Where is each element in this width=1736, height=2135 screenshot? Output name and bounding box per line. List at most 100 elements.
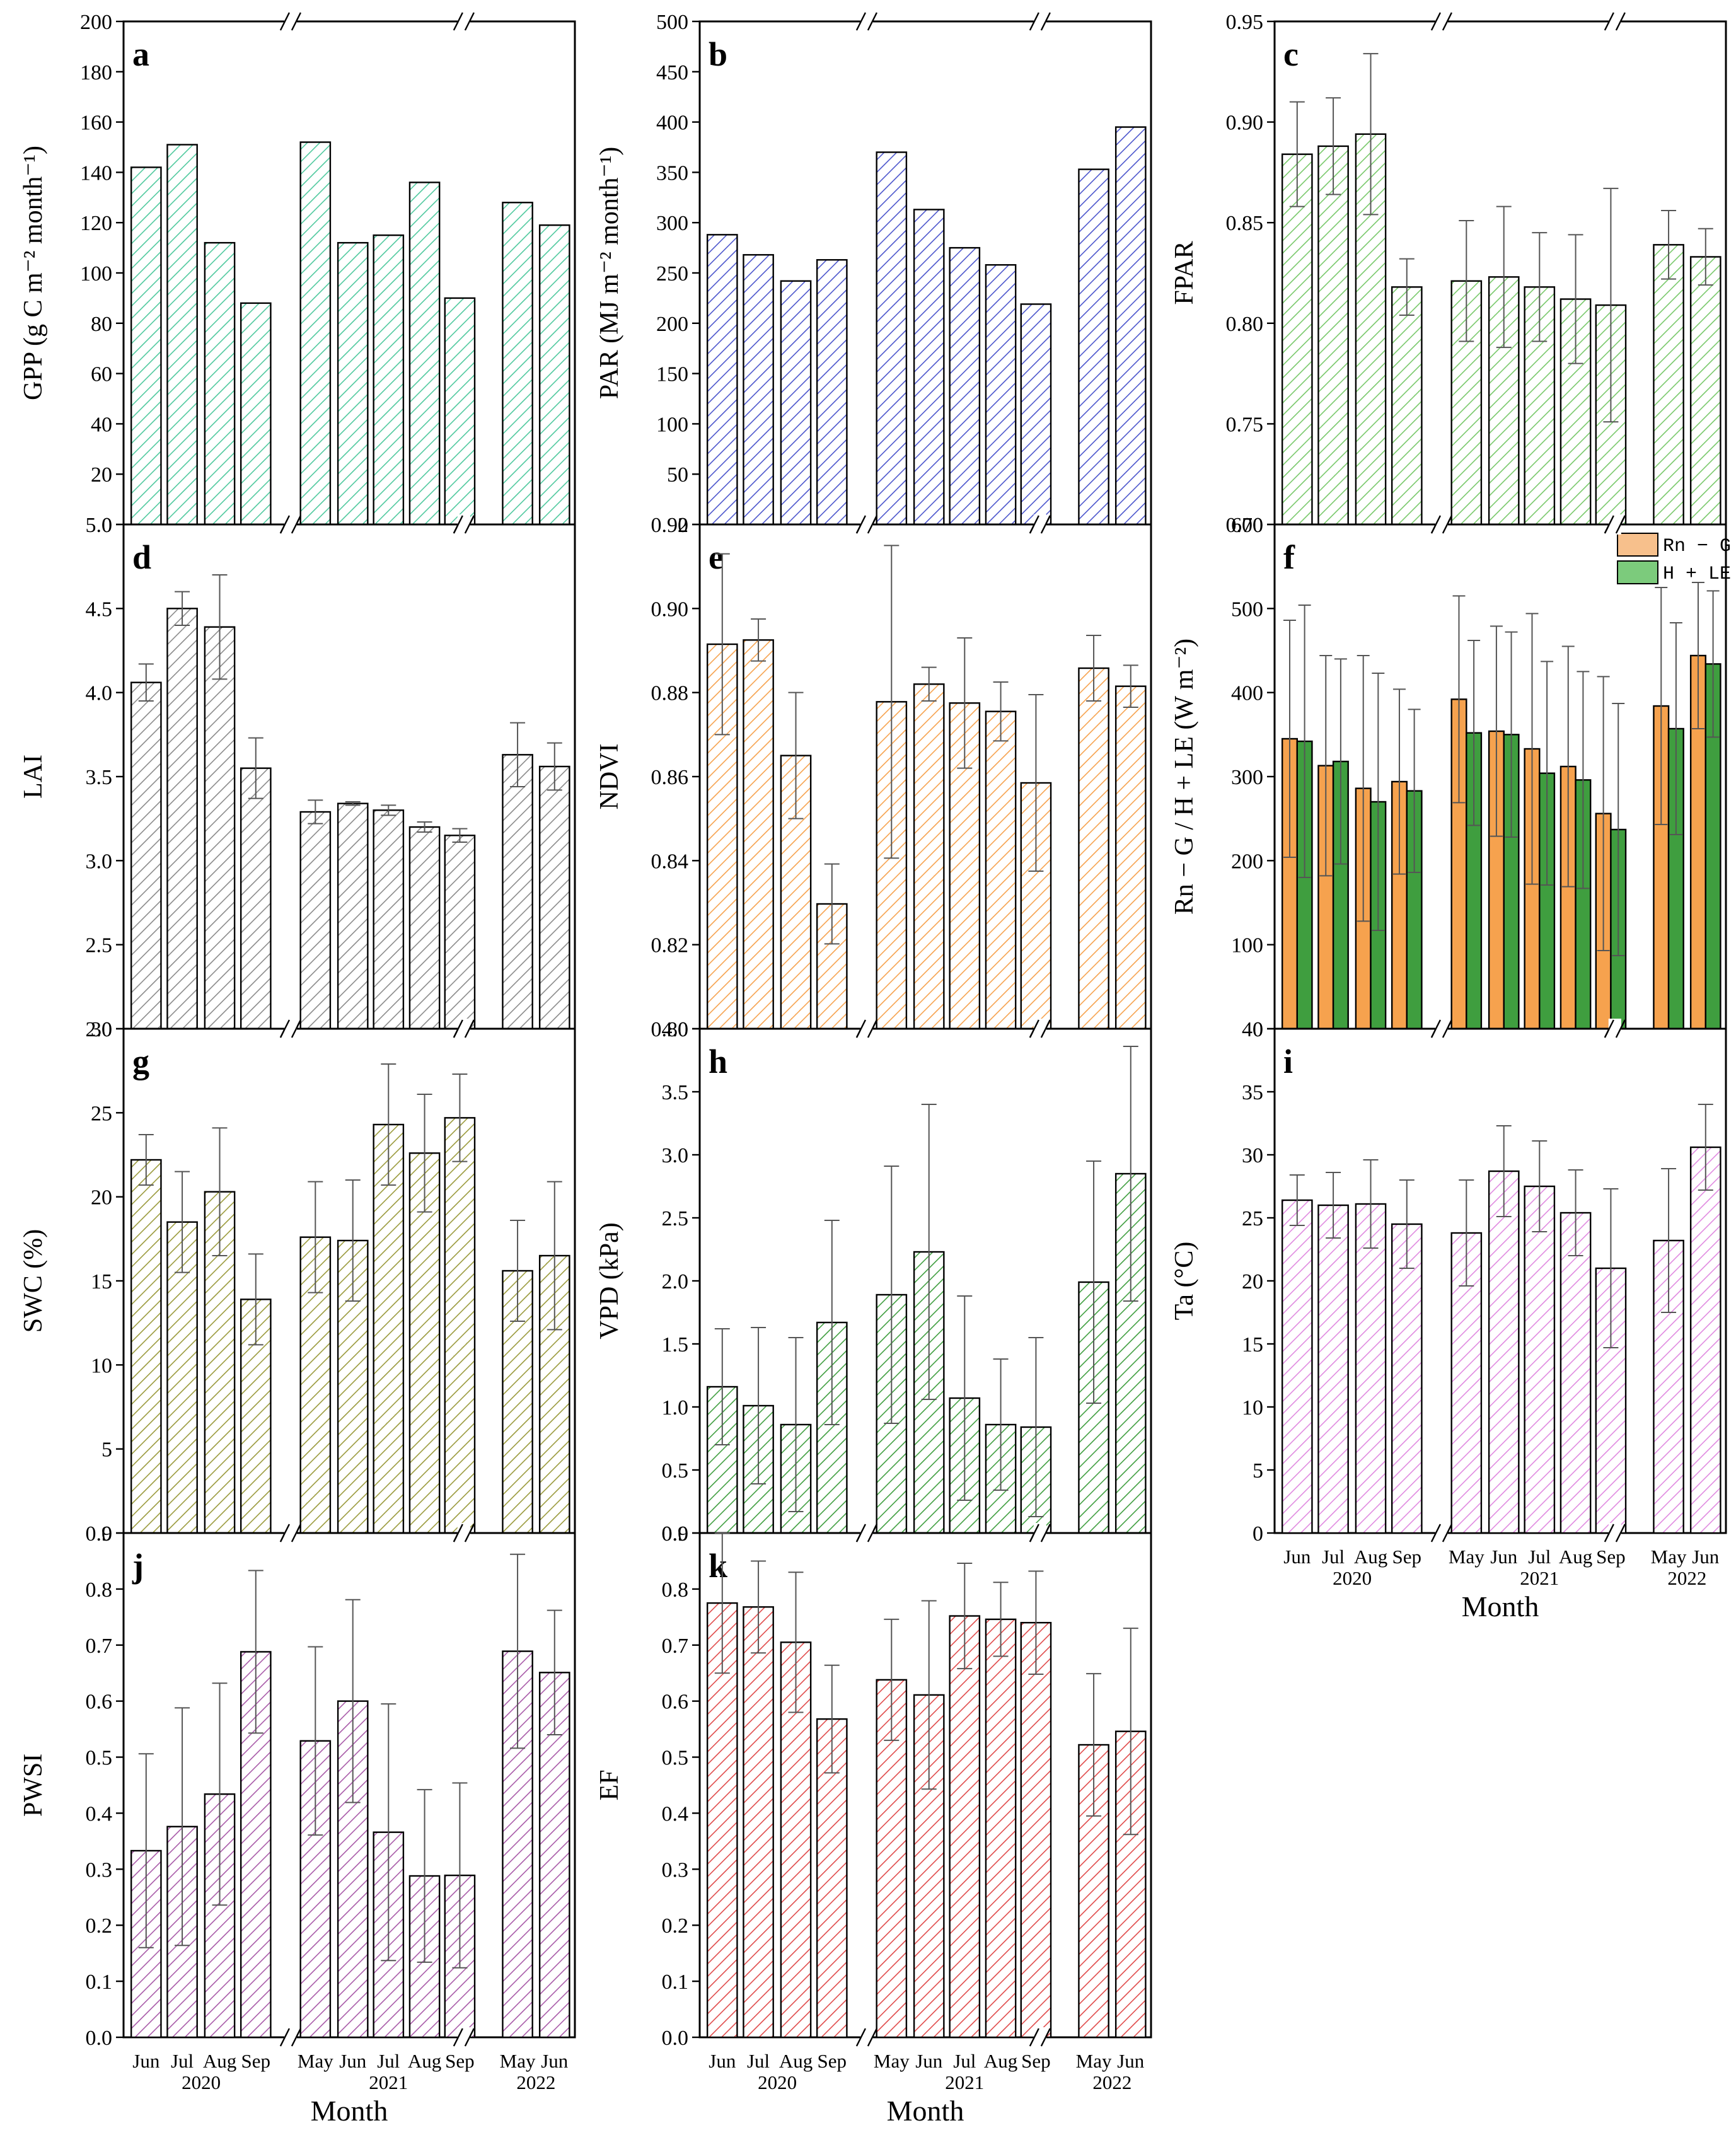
axis-break-mark: [867, 1019, 877, 1038]
panel-letter: f: [1283, 538, 1295, 576]
bar: [1450, 1232, 1483, 1534]
axis-break-mark: [1615, 515, 1626, 534]
axis-break-mark: [867, 2028, 877, 2047]
y-tick-label: 3.5: [86, 766, 113, 789]
year-label: 2021: [945, 2071, 984, 2093]
y-tick-label: 15: [1242, 1333, 1263, 1357]
axis-break-mark: [867, 1524, 877, 1542]
y-tick-label: 10: [91, 1354, 112, 1377]
y-tick-label: 25: [1242, 1207, 1263, 1230]
year-label: 2021: [369, 2071, 408, 2093]
axis-break-mark: [453, 12, 463, 31]
axis-break-mark: [1430, 515, 1441, 534]
axis-break-mark: [855, 12, 866, 31]
panel-k: 0.0 0.1 0.2 0.3 0.4 0.5 0.6 0.7 0.8 0.9 EF k Jun Jul A…: [595, 1522, 1152, 2127]
y-tick-label: 0.4: [86, 1802, 113, 1825]
y-tick-label: 300: [656, 212, 688, 235]
bar: [130, 681, 162, 1030]
x-tick-label: May: [1651, 1546, 1687, 1568]
bar: [1020, 303, 1052, 526]
y-tick-label: 15: [91, 1270, 112, 1293]
axis-break-mark: [855, 1019, 866, 1038]
x-tick-label: Sep: [1596, 1546, 1626, 1568]
x-tick-label: Aug: [984, 2050, 1017, 2072]
axis-break-mark: [279, 1019, 290, 1038]
y-tick-label: 0: [101, 514, 112, 537]
y-tick-label: 3.0: [662, 1144, 689, 1167]
x-tick-label: Aug: [1559, 1546, 1592, 1568]
y-tick-label: 400: [656, 112, 688, 135]
axis-break-mark: [1615, 12, 1626, 31]
x-axis-label: Month: [887, 2095, 964, 2127]
axis-break-mark: [1029, 12, 1039, 31]
y-tick-label: 0.70: [1226, 514, 1264, 537]
bar: [1317, 145, 1349, 526]
bar: [706, 1602, 738, 2039]
axis-break-mark: [279, 515, 290, 534]
y-tick-label: 0.75: [1226, 413, 1264, 436]
y-tick-label: 0.7: [86, 1635, 113, 1658]
y-tick-label: 0.88: [651, 682, 689, 705]
panel-j: 0.0 0.1 0.2 0.3 0.4 0.5 0.6 0.7 0.8 0.9 PWSI j Jun Ju…: [19, 1522, 576, 2127]
y-axis-label: GPP (g C m⁻² month⁻¹): [19, 146, 48, 400]
bar: [1689, 256, 1722, 526]
axis-break-mark: [1029, 1019, 1039, 1038]
panel-letter: h: [709, 1043, 727, 1080]
y-tick-label: 4.0: [86, 682, 113, 705]
axis-break-mark: [453, 2028, 463, 2047]
y-tick-label: 0: [101, 1522, 112, 1546]
x-tick-label: May: [874, 2050, 910, 2072]
axis-break-mark: [291, 1019, 301, 1038]
y-axis-label: SWC (%): [19, 1229, 48, 1333]
axis-break-mark: [1604, 1019, 1614, 1038]
y-tick-label: 500: [1231, 598, 1263, 621]
y-axis-label: VPD (kPa): [595, 1222, 624, 1339]
bar: [743, 254, 774, 526]
x-tick-label: Jul: [747, 2050, 770, 2072]
y-tick-label: 4.5: [86, 598, 113, 621]
bar: [1391, 286, 1423, 526]
bar: [985, 264, 1017, 526]
year-label: 2022: [1667, 1567, 1706, 1589]
axis-break-mark: [464, 1524, 475, 1542]
y-tick-label: 100: [80, 262, 112, 286]
y-tick-label: 150: [656, 363, 688, 386]
axis-break-mark: [291, 515, 301, 534]
bar: [166, 144, 198, 526]
y-tick-label: 0.95: [1226, 11, 1264, 34]
y-tick-label: 30: [91, 1018, 112, 1041]
bar: [444, 297, 476, 526]
y-tick-label: 5: [101, 1438, 112, 1462]
bar: [166, 608, 198, 1030]
y-tick-label: 0.84: [651, 850, 689, 873]
legend-swatch: [1617, 560, 1658, 584]
panel-letter: d: [132, 538, 151, 576]
y-tick-label: 180: [80, 61, 112, 84]
axis-break-mark: [1442, 1524, 1452, 1542]
bar: [1114, 685, 1147, 1030]
y-tick-label: 300: [1231, 766, 1263, 789]
x-tick-label: Jul: [171, 2050, 194, 2072]
bar: [538, 765, 570, 1030]
x-axis-label: Month: [1462, 1590, 1539, 1623]
bar: [913, 683, 945, 1030]
y-axis-label: PAR (MJ m⁻² month⁻¹): [595, 147, 624, 400]
x-tick-label: Jun: [132, 2050, 160, 2072]
bar: [373, 1123, 405, 1534]
panel-letter: k: [709, 1547, 727, 1585]
y-tick-label: 160: [80, 112, 112, 135]
bar: [1524, 1185, 1556, 1534]
bar: [1317, 1204, 1349, 1534]
axis-break-mark: [1604, 515, 1614, 534]
y-tick-label: 30: [1242, 1144, 1263, 1167]
y-tick-label: 120: [80, 212, 112, 235]
y-tick-label: 40: [91, 413, 112, 436]
y-tick-label: 0.3: [662, 1858, 689, 1882]
y-tick-label: 140: [80, 161, 112, 185]
panel-letter: b: [709, 35, 727, 73]
bar: [444, 835, 476, 1030]
y-tick-label: 0.0: [86, 2027, 113, 2050]
x-tick-label: Jul: [1528, 1546, 1551, 1568]
x-tick-label: Aug: [203, 2050, 236, 2072]
y-tick-label: 10: [1242, 1396, 1263, 1420]
